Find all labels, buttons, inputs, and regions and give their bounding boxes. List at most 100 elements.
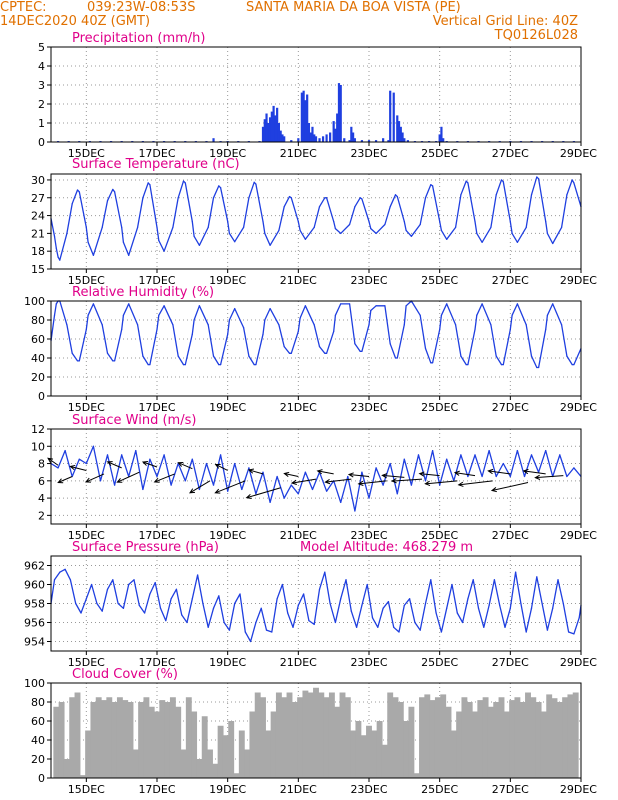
temp-point [405,229,407,232]
temp-point [198,244,200,246]
cloud-ytick-label: 100 [24,677,45,690]
precip-bar [367,140,371,142]
pressure-point [541,602,543,605]
precip-bar [442,138,445,142]
cloud-bar [169,697,176,778]
pressure-point [477,607,480,609]
precip-ytick-label: 0 [38,136,45,149]
wind-vector-arrow [177,462,193,470]
wind-point [530,454,533,456]
cloud-bar [477,700,484,778]
cloud-bar [148,706,155,778]
temp-ytick-label: 18 [31,245,45,258]
wind-point [439,484,441,486]
wind-point [135,449,137,452]
temp-point [128,254,130,256]
rh-point [278,324,280,326]
wind-point [227,490,229,492]
rh-point [525,324,527,326]
pressure-point [472,579,474,581]
wind-point [290,484,292,486]
cloud-bar [281,697,288,778]
rh-point [114,360,116,362]
pressure-xtick-label: 23DEC [350,656,387,669]
temp-point [255,183,257,185]
cloud-bar [127,702,134,778]
pressure-point [509,607,511,609]
rh-point [318,346,321,348]
cloud-bar [106,697,113,778]
precip-bar [311,126,314,142]
precip-bar [334,128,337,142]
temp-xtick-label: 27DEC [492,274,529,287]
temp-point [297,220,299,223]
cloud-bar [429,700,436,778]
precip-xtick-label: 21DEC [280,147,317,160]
rh-point [538,366,540,369]
precip-bar [339,85,342,142]
pressure-point [250,640,252,643]
pressure-point [578,617,580,619]
temp-ytick-label: 24 [31,210,45,223]
temp-point [191,220,193,223]
precip-bar [281,134,284,142]
wind-point [276,475,278,478]
temp-point [465,180,467,182]
cloud-bar [344,697,351,778]
wind-point [389,462,391,465]
wind-point [403,458,405,460]
pressure-point [186,621,188,624]
cloud-bar [74,692,81,778]
rh-point [536,366,538,369]
wind-vector-arrow [214,480,246,494]
precip-ytick-label: 2 [38,98,45,111]
rh-xtick-label: 29DEC [560,401,597,414]
cloud-bar [132,749,139,778]
temp-point [384,223,386,226]
pressure-point [133,579,135,581]
rh-point [394,357,397,359]
rh-point [184,364,186,366]
cloud-bar [493,702,500,778]
pressure-point [128,583,130,586]
rh-point [424,347,427,350]
pressure-point [451,583,453,586]
precip-bar [401,132,404,142]
temp-point [288,195,291,198]
rh-point [112,360,114,362]
wind-point [446,458,448,460]
pressure-point [387,601,390,603]
precip-bar [304,100,307,142]
cloud-bar [53,706,60,778]
pressure-point [149,593,151,595]
pressure-point [525,631,527,633]
pressure-point [244,631,246,633]
wind-vector-arrow [381,473,405,479]
wind-vector-arrow [116,471,140,483]
temp-point [149,184,151,186]
rh-xtick-label: 25DEC [421,401,458,414]
rh-point [313,324,315,326]
pressure-xtick-label: 25DEC [421,656,458,669]
cloud-bar [164,702,171,778]
pressure-point [287,612,289,614]
temp-point [419,223,421,226]
temp-point [184,182,186,184]
precip-ytick-label: 4 [38,60,45,73]
wind-point [474,454,476,456]
rh-point [55,303,57,305]
wind-ytick-label: 10 [31,440,45,453]
precip-bar [279,130,282,142]
cloud-bar [101,700,107,778]
cloud-bar [450,730,457,778]
wind-point [85,462,87,465]
precip-ytick-label: 1 [38,117,45,130]
temp-point [410,235,412,237]
cloud-bar [175,706,182,778]
temp-point [545,220,547,223]
cloud-bar [116,697,123,778]
pressure-point [334,621,337,624]
pressure-point [424,602,427,605]
rh-point [106,352,109,354]
rh-point [297,330,299,332]
